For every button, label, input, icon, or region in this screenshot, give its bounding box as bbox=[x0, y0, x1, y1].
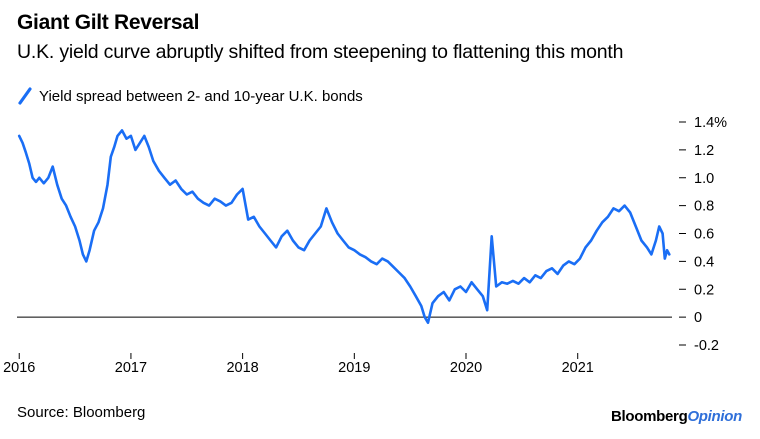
chart-title: Giant Gilt Reversal bbox=[17, 11, 200, 34]
brand-logo: BloombergOpinion bbox=[611, 408, 742, 425]
legend-swatch bbox=[18, 87, 32, 105]
y-tick-label: 0.4 bbox=[694, 254, 714, 270]
brand-accent: Opinion bbox=[687, 408, 742, 425]
legend: Yield spread between 2- and 10-year U.K.… bbox=[17, 86, 363, 106]
series-layer bbox=[17, 129, 671, 324]
source-note: Source: Bloomberg bbox=[17, 404, 146, 421]
y-tick-label: -0.2 bbox=[694, 338, 719, 354]
y-tick-label: 0 bbox=[694, 310, 702, 326]
x-tick-label: 2017 bbox=[115, 360, 147, 376]
y-tick-label: 0.6 bbox=[694, 227, 714, 243]
chart-subtitle: U.K. yield curve abruptly shifted from s… bbox=[17, 41, 624, 63]
x-tick-label: 2016 bbox=[3, 360, 35, 376]
y-tick-label: 0.8 bbox=[694, 199, 714, 215]
y-tick-label: 0.2 bbox=[694, 282, 714, 298]
y-axis: 1.4% 1.2 1.0 0.8 0.6 0.4 0.2 0 -0.2 bbox=[679, 115, 727, 354]
x-tick-label: 2021 bbox=[562, 360, 594, 376]
legend-label: Yield spread between 2- and 10-year U.K.… bbox=[39, 87, 363, 105]
y-tick-label: 1.2 bbox=[694, 143, 714, 159]
y-tick-label: 1.0 bbox=[694, 171, 714, 187]
brand-name: Bloomberg bbox=[610, 408, 688, 425]
x-axis: 2016 2017 2018 2019 2020 2021 bbox=[3, 353, 594, 376]
x-tick-label: 2020 bbox=[450, 360, 482, 376]
series-line-0 bbox=[17, 129, 671, 324]
y-tick-label: 1.4% bbox=[694, 115, 727, 131]
x-tick-label: 2018 bbox=[226, 360, 258, 376]
x-tick-label: 2019 bbox=[338, 360, 370, 376]
